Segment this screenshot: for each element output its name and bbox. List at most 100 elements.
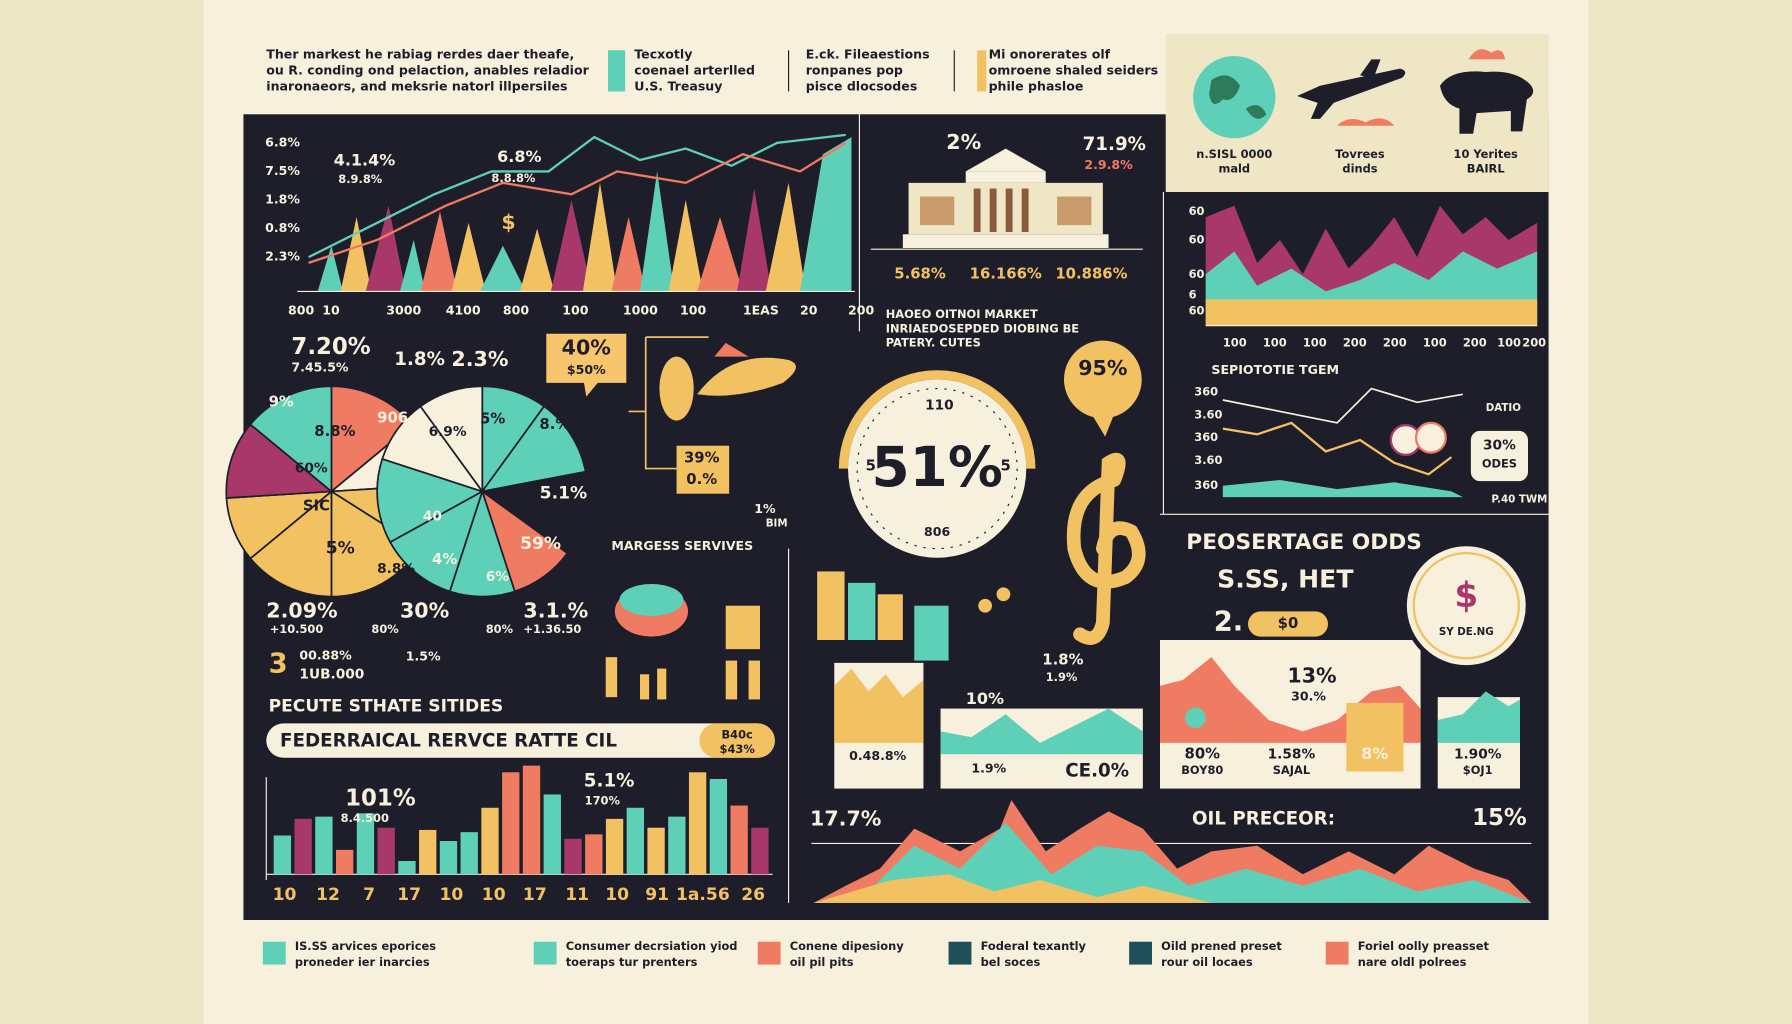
- value-label: 3: [269, 649, 288, 680]
- legend-swatch: [1129, 941, 1152, 965]
- spike: [697, 217, 743, 292]
- x-tick-label: 1EAS: [743, 302, 779, 317]
- gauge-tick: 110: [925, 398, 954, 414]
- slice-label: 8.8%: [377, 561, 415, 577]
- value-label: $: [1454, 576, 1478, 616]
- x-tick-label: 17: [397, 885, 421, 905]
- x-tick-label: 200: [1522, 335, 1546, 349]
- person: [748, 660, 760, 700]
- y-tick-label: 360: [1194, 385, 1218, 399]
- y-tick-label: 60: [1189, 267, 1205, 281]
- person: [725, 660, 738, 700]
- stack: [914, 605, 949, 661]
- value-label: MARGESS SERVIVES: [611, 538, 753, 553]
- oil-area-chart: [813, 800, 1532, 903]
- x-tick-label: 200: [1463, 335, 1487, 349]
- legend-label: oil pil pits: [790, 955, 854, 969]
- people-icons: [605, 657, 760, 700]
- legend-label: Conene dipesiony: [790, 939, 905, 953]
- legend-swatch: [948, 941, 972, 965]
- header-note: Tecxotly: [634, 46, 692, 61]
- legend-swatch: [533, 941, 557, 965]
- building-roof: [965, 148, 1046, 172]
- bar: [336, 849, 354, 875]
- x-tick-label: 100: [1497, 335, 1521, 349]
- annotation: 8.9.8%: [338, 172, 382, 186]
- bar: [730, 805, 748, 875]
- coin-stacks: [817, 571, 1011, 661]
- header-note: inaronaeors, and meksrie natorl illpersi…: [266, 78, 567, 93]
- y-tick-label: 1.8%: [265, 192, 300, 207]
- x-tick-label: 1a.56: [676, 885, 730, 905]
- y-tick-label: 7.5%: [265, 163, 300, 178]
- cloud-icon: [1337, 118, 1395, 126]
- icon-caption: dinds: [1342, 162, 1377, 176]
- building-base: [902, 234, 1109, 248]
- legend-label: Oild prened preset: [1161, 939, 1282, 953]
- callout-tail: [1091, 413, 1115, 437]
- clock-ring: [1412, 552, 1520, 660]
- annotation: $: [501, 210, 515, 234]
- spike: [480, 245, 526, 292]
- spike: [668, 200, 703, 292]
- odds-area-chart: [1205, 205, 1538, 498]
- section-heading: OIL PRECEOR:: [1192, 808, 1335, 829]
- spike: [765, 182, 806, 292]
- callout-box: [676, 445, 730, 494]
- value-label: 8%: [1361, 744, 1388, 763]
- caption: PATERY. CUTES: [886, 335, 981, 349]
- spike: [400, 240, 426, 292]
- bar: [688, 772, 707, 875]
- spike: [737, 188, 772, 292]
- x-tick-label: 100: [1263, 335, 1287, 349]
- legend-swatch: [757, 941, 781, 965]
- slice-label: 6%: [486, 569, 510, 585]
- slice-label: 59%: [520, 534, 561, 554]
- icon-caption: Tovrees: [1335, 147, 1385, 161]
- value-label: 1%: [754, 501, 776, 516]
- y-tick-label: 60: [1189, 233, 1205, 247]
- x-tick-label: 200: [1343, 335, 1367, 349]
- window-block: [1057, 196, 1092, 226]
- pie-slice: [225, 423, 334, 499]
- value-label: SY DE.NG: [1439, 626, 1494, 638]
- value-label: 1.9%: [971, 761, 1006, 776]
- header-note: U.S. Treasuy: [634, 78, 722, 93]
- callout-box: [1470, 430, 1528, 482]
- annotation: 5.1%: [584, 771, 635, 792]
- annotation: 8.8.8%: [491, 171, 535, 185]
- spike: [611, 217, 646, 292]
- pie-slice: [376, 457, 485, 544]
- spike: [420, 211, 458, 292]
- header-note: Ther markest he rabiag rerdes daer theaf…: [266, 46, 574, 61]
- callout: [546, 333, 627, 397]
- bar: [626, 807, 644, 875]
- section-heading: PECUTE STHATE SITIDES: [269, 696, 504, 716]
- annotation: 4.1.4%: [334, 151, 396, 170]
- value-label: 2%: [946, 130, 981, 154]
- x-tick-label: 10: [440, 885, 464, 905]
- legend-swatch: [262, 941, 286, 965]
- value-label: 1.8%: [1042, 651, 1083, 669]
- bar: [751, 827, 769, 875]
- value-label: 1.9%: [1046, 670, 1078, 684]
- icon-caption: BAIRL: [1467, 162, 1505, 176]
- bar-chart: [273, 765, 769, 875]
- gauge-face: [848, 379, 1027, 558]
- value-label: BIM: [766, 517, 788, 529]
- spike: [451, 222, 486, 292]
- y-tick-label: 360: [1194, 430, 1218, 444]
- legend-label: bel soces: [981, 955, 1041, 969]
- bar: [377, 827, 395, 875]
- header-note: omroene shaled seiders: [989, 62, 1158, 77]
- horn-icon: [659, 356, 694, 421]
- slice-label: 5.1%: [540, 484, 588, 504]
- clef-icon: [1066, 452, 1146, 645]
- slice-label: 8.8%: [314, 422, 355, 440]
- legend-label: rour oil locaes: [1161, 955, 1253, 969]
- value-label: 13%: [1287, 664, 1336, 688]
- value-label: 1UB.000: [299, 666, 364, 682]
- caption: HAOEO OITNOI MARKET: [886, 307, 1038, 321]
